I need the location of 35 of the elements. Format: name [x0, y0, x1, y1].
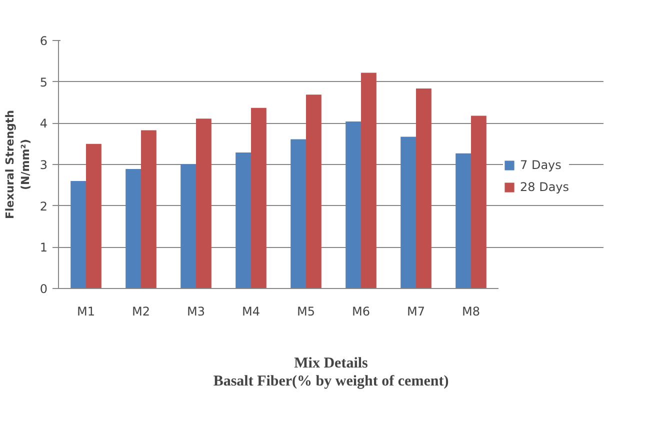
y-axis-title: Flexural Strength (N/mm²) — [3, 110, 32, 219]
bar — [416, 88, 432, 288]
bar — [141, 130, 156, 288]
bar — [346, 122, 361, 288]
legend-label: 7 Days — [520, 158, 562, 172]
bar — [126, 169, 141, 288]
bar — [180, 164, 196, 288]
bar — [236, 152, 251, 288]
y-tick-label: 3 — [40, 158, 48, 172]
x-tick-label: M1 — [77, 304, 96, 318]
bar — [86, 144, 102, 288]
bar — [290, 139, 306, 288]
bar — [306, 94, 322, 288]
y-tick-label: 5 — [40, 75, 48, 90]
x-tick-label: M7 — [407, 304, 426, 318]
x-tick-label: M6 — [352, 304, 370, 318]
legend-label: 28 Days — [520, 180, 570, 194]
y-tick-label: 2 — [40, 199, 48, 214]
bar — [471, 116, 486, 288]
x-tick-label: M8 — [462, 304, 480, 318]
y-tick-label: 4 — [40, 116, 48, 131]
x-axis-title: Mix Details Basalt Fiber(% by weight of cement) — [213, 356, 449, 390]
bar — [456, 153, 471, 288]
x-tick-label: M3 — [187, 304, 206, 318]
x-tick-label: M4 — [242, 304, 260, 318]
x-tick-label: M2 — [132, 304, 150, 318]
bar — [400, 136, 416, 288]
x-tick-label: M5 — [297, 304, 316, 318]
y-tick-label: 0 — [40, 282, 48, 296]
bar — [361, 72, 376, 288]
y-tick-label: 1 — [40, 240, 48, 255]
bar — [70, 181, 86, 288]
bar — [251, 108, 266, 288]
bar — [196, 118, 212, 288]
y-tick-label: 6 — [40, 34, 48, 48]
